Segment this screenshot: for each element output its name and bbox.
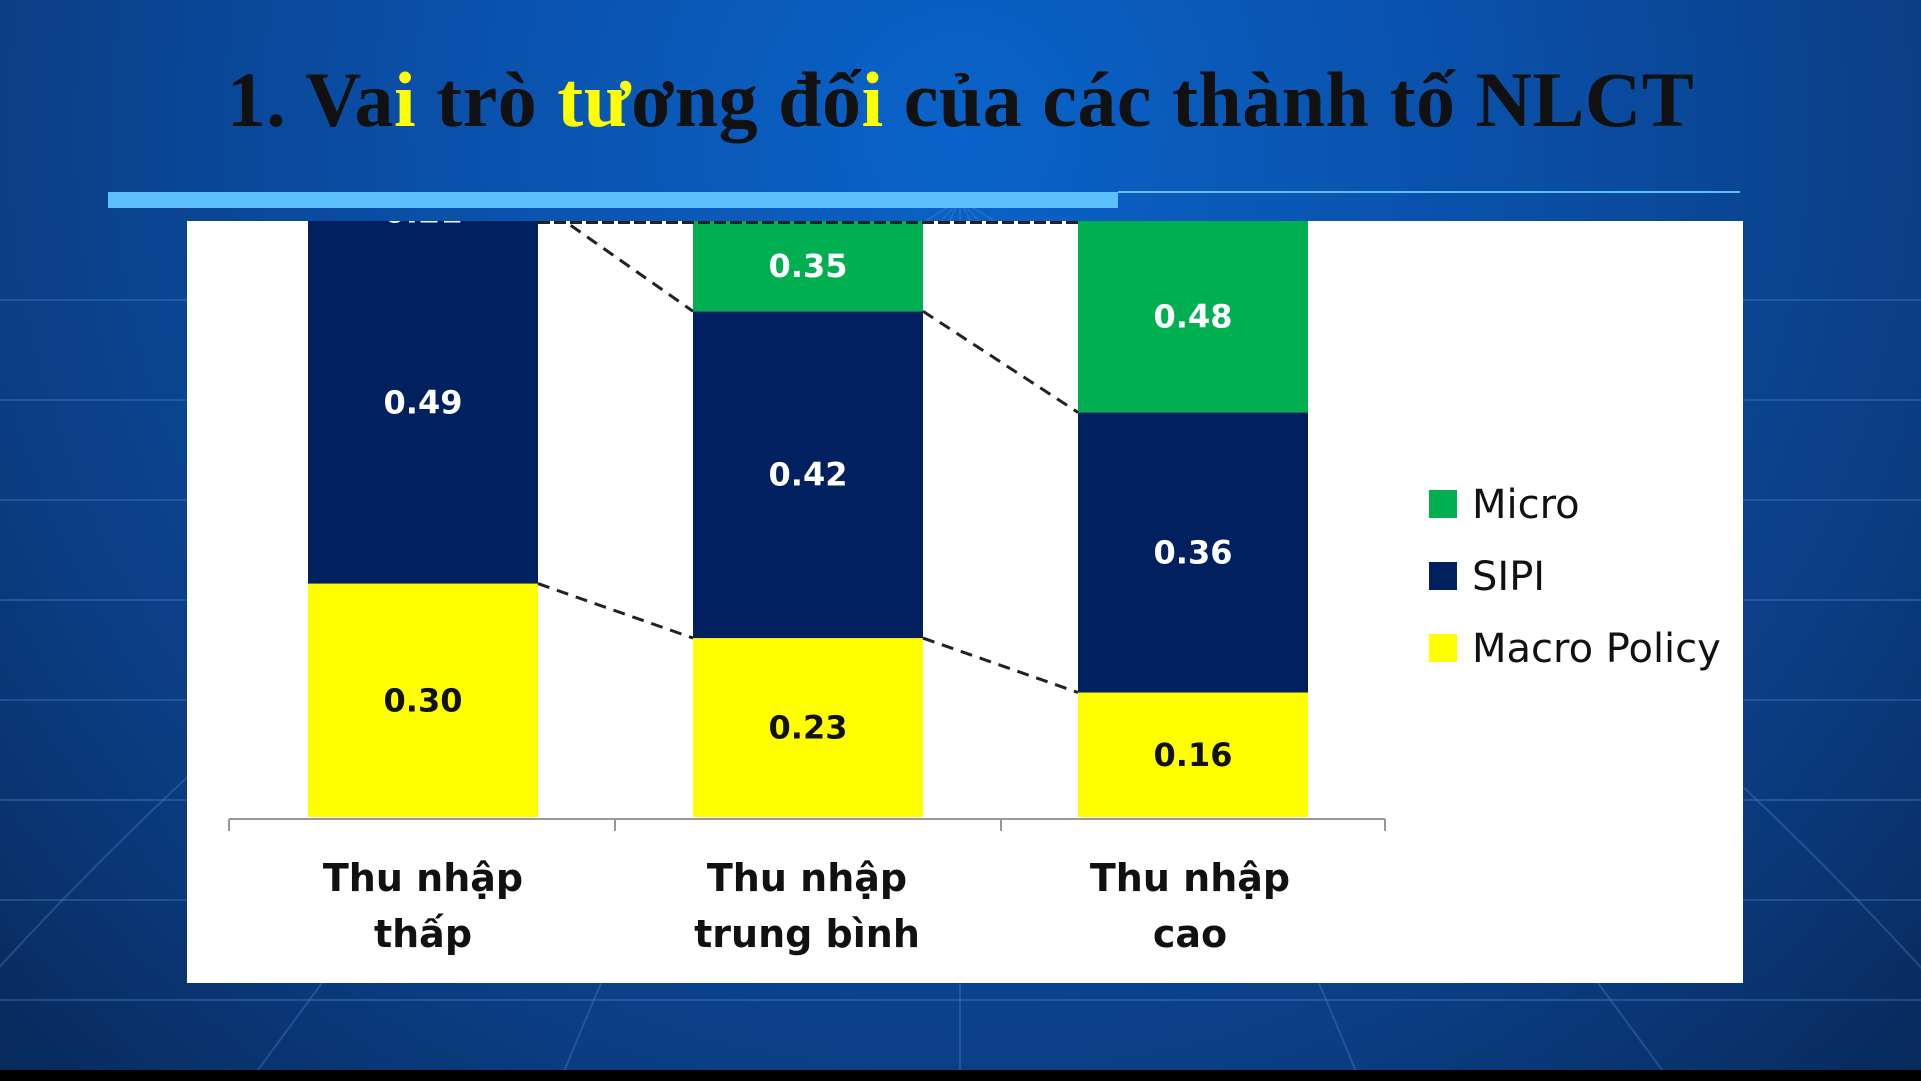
title-segment: của các thành tố NLCT [883, 56, 1695, 143]
legend-swatch [1429, 634, 1457, 662]
x-tick-label: Thu nhập [323, 856, 523, 900]
legend-swatch [1429, 490, 1457, 518]
bar-segment-micro [693, 221, 923, 312]
bar-segment-macro-policy [1078, 692, 1308, 817]
legend-swatch [1429, 562, 1457, 590]
bar-value-label: 0.30 [384, 681, 463, 719]
accent-line-thin [1118, 191, 1740, 193]
bar-segment-macro-policy [308, 583, 538, 817]
bar-value-label: 0.49 [384, 383, 463, 421]
title-highlight-segment: tư [557, 56, 632, 143]
bar-segment-sipi [693, 311, 923, 639]
title-segment: ơng đố [631, 56, 862, 143]
bar-value-label: 0.42 [769, 456, 848, 494]
stacked-bar-chart: 0.30 0.49 0.21 0.23 0.42 0.35 0.16 0.36 0.48 Thu… [228, 221, 1721, 956]
connector-line [561, 221, 694, 313]
bar-value-label: 0.23 [769, 709, 848, 747]
title-segment: 1. Va [226, 56, 394, 143]
connector-line [922, 636, 1079, 694]
accent-line [108, 192, 1118, 208]
title-highlight-segment: i [394, 56, 417, 143]
chart-panel: 0.30 0.49 0.21 0.23 0.42 0.35 0.16 0.36 0.48 Thu… [187, 221, 1743, 983]
x-tick-label: trung bình [694, 912, 920, 956]
bar-segment-micro [1078, 221, 1308, 413]
connector-line [922, 310, 1079, 414]
x-tick-label: thấp [374, 912, 472, 956]
bar-segment-sipi [308, 221, 538, 584]
bar-value-label: 0.35 [769, 247, 848, 285]
legend-label: Macro Policy [1472, 626, 1721, 672]
slide-title: 1. Vai trò tương đối của các thành tố NL… [0, 55, 1921, 145]
x-tick-label: cao [1153, 912, 1227, 956]
bar-value-label: 0.36 [1154, 533, 1233, 571]
x-tick-label: Thu nhập [707, 856, 907, 900]
connector-line [537, 582, 694, 640]
bar-value-label: 0.21 [384, 221, 463, 231]
bar-value-label: 0.16 [1154, 736, 1233, 774]
x-tick-label: Thu nhập [1090, 856, 1290, 900]
legend-label: Micro [1472, 482, 1580, 528]
bar-value-label: 0.48 [1154, 298, 1233, 336]
title-segment: trò [416, 56, 558, 143]
bar-segment-macro-policy [693, 638, 923, 817]
legend-label: SIPI [1472, 554, 1545, 600]
bar-segment-sipi [1078, 412, 1308, 693]
title-highlight-segment: i [861, 56, 884, 143]
